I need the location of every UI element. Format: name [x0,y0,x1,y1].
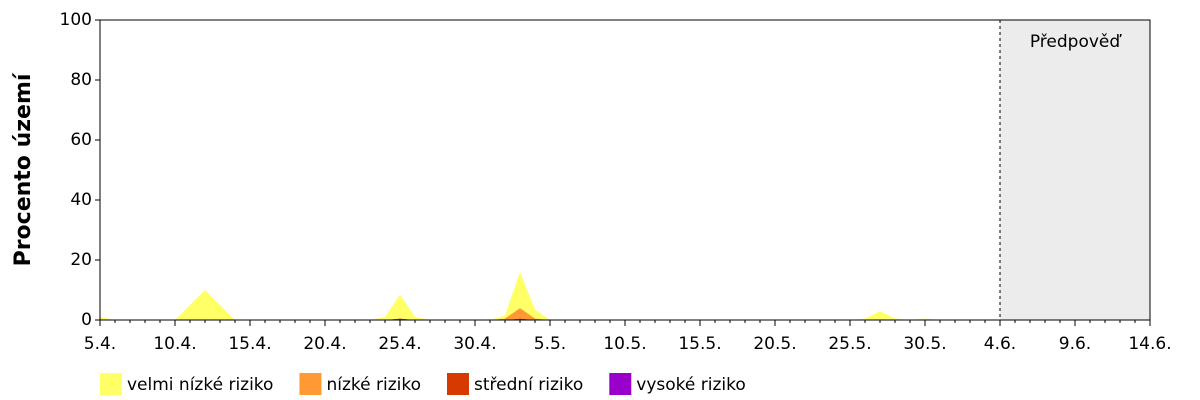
x-tick-label: 20.5. [753,334,796,354]
x-tick-label: 14.6. [1128,334,1171,354]
plot-frame [99,19,1151,321]
y-tick-label: 100 [60,10,92,30]
x-tick-label: 20.4. [303,334,346,354]
y-tick-label: 80 [70,70,92,90]
legend-swatch [299,373,322,395]
x-tick-label: 15.4. [228,334,271,354]
legend-swatch [446,373,469,395]
x-tick-label: 10.5. [603,334,646,354]
x-tick-label: 30.5. [903,334,946,354]
forecast-region [1000,20,1150,320]
legend-label: střední riziko [474,375,583,395]
x-tick-label: 5.5. [534,334,566,354]
y-tick-label: 20 [70,250,92,270]
x-tick-label: 9.6. [1059,334,1091,354]
x-tick-label: 25.4. [378,334,421,354]
legend-label: nízké riziko [326,375,421,395]
y-axis-label: Procento území [11,72,36,266]
y-tick-label: 40 [70,190,92,210]
legend-swatch [609,373,632,395]
legend-label: vysoké riziko [636,375,745,395]
x-tick-label: 10.4. [153,334,196,354]
y-tick-label: 0 [81,310,92,330]
forecast-label: Předpověď [1030,32,1123,52]
area [100,308,1000,320]
x-tick-label: 5.4. [84,334,116,354]
x-tick-label: 25.5. [828,334,871,354]
x-tick-label: 30.4. [453,334,496,354]
area [100,272,1000,320]
legend-swatch [100,373,122,395]
y-tick-label: 60 [70,130,92,150]
legend-label: velmi nízké riziko [127,375,273,395]
x-tick-label: 4.6. [984,334,1016,354]
x-tick-label: 15.5. [678,334,721,354]
